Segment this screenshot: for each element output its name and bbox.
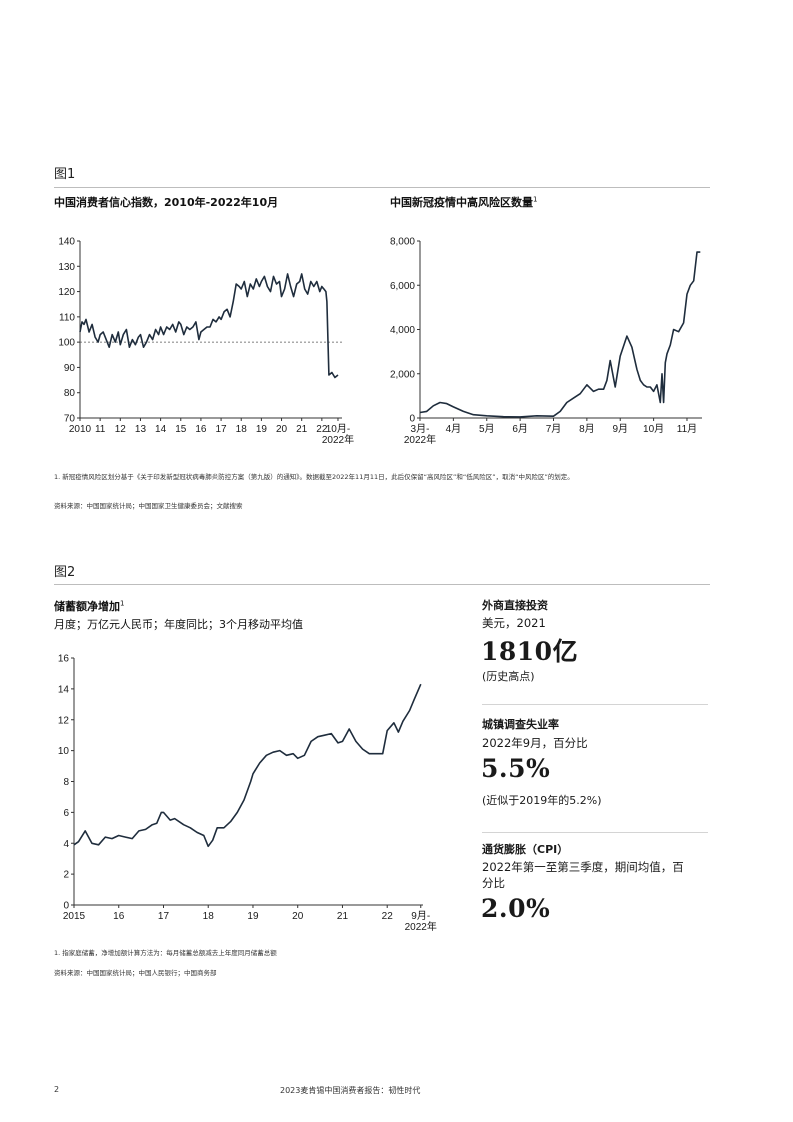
x-tick-label: 17: [216, 424, 228, 435]
y-tick-label: 80: [64, 388, 76, 399]
x-tick-label: 13: [135, 424, 147, 435]
kpi-cpi-sub: 2022年第一至第三季度，期间均值，百分比: [482, 860, 684, 890]
x-tick-label: 14: [155, 424, 167, 435]
kpi-unemployment-sub: 2022年9月，百分比: [482, 736, 588, 750]
figure2-title-text: 储蓄额净增加: [54, 600, 120, 613]
figure1-right-title: 中国新冠疫情中高风险区数量1: [390, 194, 537, 210]
x-tick-label: 11: [95, 424, 106, 435]
kpi-divider-2: [482, 832, 708, 833]
figure1-left-title: 中国消费者信心指数，2010年-2022年10月: [54, 196, 279, 209]
figure2-title-sup: 1: [120, 599, 125, 608]
x-tick-label: 9月-: [411, 910, 430, 922]
x-tick-label: 4月: [446, 423, 462, 435]
x-tick-label: 12: [115, 424, 127, 435]
series-line: [73, 683, 422, 848]
savings-chart: 0 2 4 6 8 10 12 14 16 2015 16 17 18 19 20 21 22 9月-2022年: [58, 654, 437, 934]
y-tick-label: 130: [58, 262, 75, 273]
y-tick-label: 2,000: [390, 369, 415, 380]
y-tick-label: 140: [58, 237, 75, 248]
figure2-label: 图2: [54, 565, 76, 580]
kpi-unemployment-head: 城镇调查失业率: [482, 718, 559, 731]
series-line: [419, 251, 701, 418]
y-tick-label: 0: [63, 901, 69, 912]
x-tick-label: 18: [236, 424, 248, 435]
x-tick-label: 2022年: [405, 920, 437, 933]
x-tick-label: 19: [256, 424, 268, 435]
kpi-cpi-head: 通货膨胀（CPI）: [482, 843, 569, 856]
x-tick-label: 5月: [479, 423, 495, 435]
risk-areas-chart: 0 2,000 4,000 6,000 8,000 3月-2022年 4月 5月 6月 7月 8月 9…: [390, 237, 702, 446]
y-tick-label: 110: [59, 312, 75, 323]
y-tick-label: 100: [58, 338, 75, 349]
y-tick-label: 120: [58, 287, 75, 298]
footer-title: 2023麦肯锡中国消费者报告：韧性时代: [280, 1086, 421, 1095]
figure1-right-title-sup: 1: [533, 195, 538, 204]
x-tick-label: 20: [292, 911, 304, 922]
x-tick-label: 11月: [677, 423, 697, 435]
kpi-fdi-sub: 美元，2021: [482, 616, 546, 630]
x-tick-label: 18: [203, 911, 215, 922]
figure2-source: 资料来源：中国国家统计局；中国人民银行；中国商务部: [54, 969, 217, 977]
kpi-fdi-value: 1810亿: [481, 637, 579, 666]
y-tick-label: 14: [58, 684, 70, 695]
figure1-source: 资料来源：中国国家统计局；中国国家卫生健康委员会；文献搜索: [54, 502, 243, 510]
y-tick-label: 8: [63, 777, 69, 788]
kpi-fdi-head: 外商直接投资: [482, 599, 548, 612]
y-tick-label: 0: [409, 414, 415, 425]
kpi-fdi-note: (历史高点): [482, 670, 535, 683]
x-tick-label: 2022年: [404, 433, 436, 446]
x-tick-label: 21: [337, 911, 349, 922]
figure2-subtitle: 月度；万亿元人民币；年度同比；3个月移动平均值: [54, 618, 303, 631]
y-tick-label: 8,000: [390, 237, 415, 248]
x-tick-label: 8月: [579, 423, 595, 435]
x-tick-label: 22: [382, 911, 394, 922]
figure1-right-title-text: 中国新冠疫情中高风险区数量: [390, 196, 533, 209]
y-tick-label: 16: [58, 654, 70, 665]
y-tick-label: 90: [64, 363, 76, 374]
x-tick-label: 16: [113, 911, 125, 922]
y-tick-label: 6,000: [390, 281, 415, 292]
x-tick-label: 10月: [643, 423, 664, 435]
y-tick-label: 70: [64, 414, 76, 425]
y-tick-label: 4: [63, 839, 69, 850]
figure1-divider: [54, 187, 710, 188]
page-number: 2: [54, 1085, 60, 1094]
x-tick-label: 22: [316, 424, 328, 435]
kpi-divider-1: [482, 704, 708, 705]
x-tick-label: 6月: [512, 423, 528, 435]
figure2-divider: [54, 584, 710, 585]
y-tick-label: 10: [58, 746, 70, 757]
x-tick-label: 21: [296, 424, 308, 435]
x-tick-label: 7月: [546, 423, 562, 435]
kpi-unemployment-value: 5.5%: [481, 754, 551, 783]
figure1-label: 图1: [54, 167, 76, 182]
figure2-title: 储蓄额净增加1: [54, 598, 124, 614]
x-tick-label: 2015: [63, 911, 86, 922]
x-tick-label: 2010: [69, 424, 92, 435]
y-tick-label: 4,000: [390, 325, 415, 336]
series-line: [79, 273, 339, 379]
x-tick-label: 2022年: [322, 433, 354, 446]
y-tick-label: 2: [63, 870, 69, 881]
x-tick-label: 15: [175, 424, 187, 435]
consumer-confidence-chart: 70 80 90 100 110 120 130 140 2010 11 12 13 14 15 16 17 1…: [58, 237, 354, 447]
kpi-unemployment-note: (近似于2019年的5.2%): [482, 794, 602, 807]
x-tick-label: 19: [247, 911, 259, 922]
figure2-footnote: 1. 指家庭储蓄，净增加额计算方法为：每月储蓄总额减去上年度同月储蓄总额: [54, 949, 277, 957]
x-tick-label: 9月: [612, 423, 628, 435]
y-tick-label: 6: [63, 808, 69, 819]
x-tick-label: 3月-: [411, 423, 430, 435]
x-tick-label: 16: [195, 424, 207, 435]
x-tick-label: 17: [158, 911, 170, 922]
figure1-footnote: 1. 新冠疫情风险区划分基于《关于印发新型冠状病毒肺炎防控方案（第九版）的通知》…: [54, 473, 574, 481]
y-tick-label: 12: [58, 715, 70, 726]
kpi-cpi-value: 2.0%: [481, 894, 551, 923]
x-tick-label: 10月-: [326, 423, 350, 435]
x-tick-label: 20: [276, 424, 288, 435]
